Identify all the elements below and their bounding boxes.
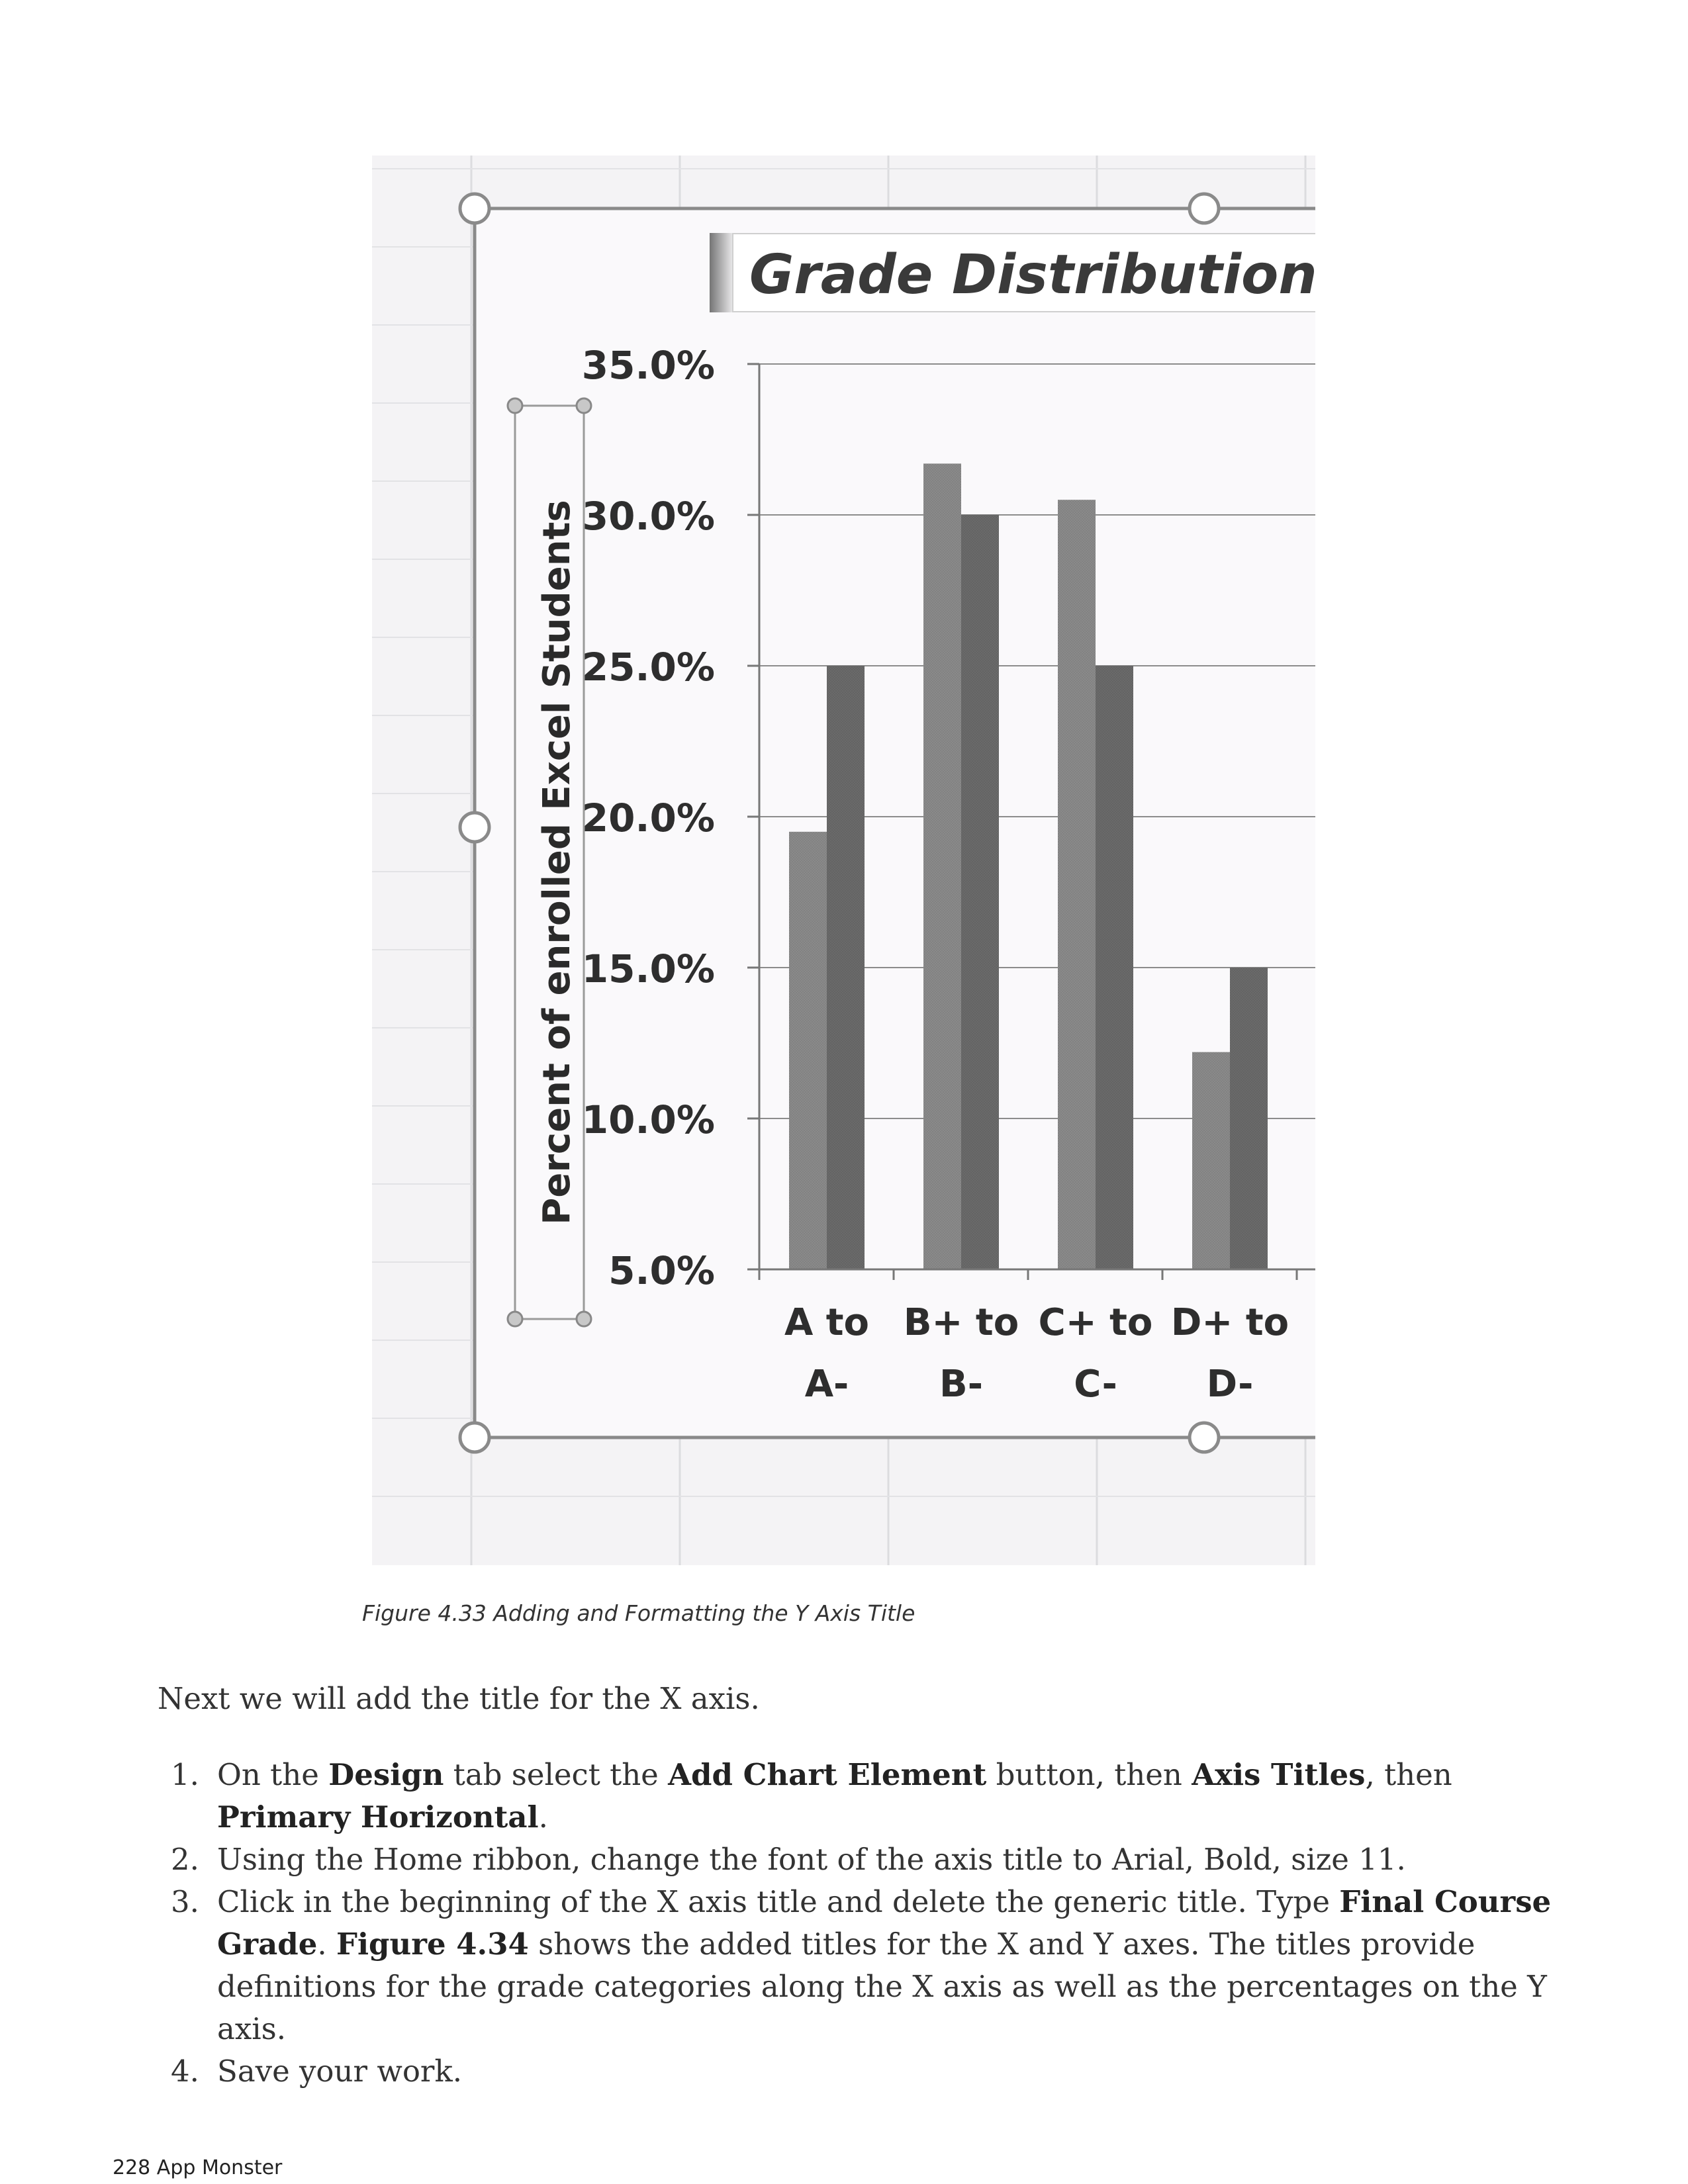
list-item: 2. Using the Home ribbon, change the font… xyxy=(158,1839,1568,1881)
x-tick-label: A- xyxy=(805,1363,849,1406)
bar-texture xyxy=(1192,1052,1230,1269)
bold-term: Axis Titles xyxy=(1192,1757,1366,1792)
x-tick-label: D+ to xyxy=(1171,1301,1289,1344)
y-axis-title: Percent of enrolled Excel Students xyxy=(536,500,579,1224)
chart-title: Grade Distribution C xyxy=(749,244,1315,306)
bold-term: Figure 4.34 xyxy=(336,1927,529,1962)
chart-handle-middle-left[interactable] xyxy=(458,811,491,844)
bold-term: Add Chart Element xyxy=(668,1757,987,1792)
text-run: tab select the xyxy=(444,1757,669,1792)
bar-texture xyxy=(1058,500,1096,1270)
chart-svg: Grade Distribution C 35.0% 30.0% 25.0% 20.0… xyxy=(372,156,1315,1565)
y-tick-label: 35.0% xyxy=(582,343,715,388)
chart-handle-top-middle[interactable] xyxy=(1188,192,1221,225)
chart-handle-top-left[interactable] xyxy=(458,192,491,225)
resize-handle-top-left[interactable] xyxy=(506,397,524,414)
list-item-number: 1. xyxy=(171,1757,199,1792)
y-tick-label: 10.0% xyxy=(582,1097,715,1142)
x-tick-label: C+ to xyxy=(1039,1301,1153,1344)
text-run: Click in the beginning of the X axis tit… xyxy=(217,1884,1340,1919)
y-tick-label: 5.0% xyxy=(608,1248,715,1293)
bold-term: Primary Horizontal xyxy=(217,1799,539,1835)
chart-handle-bottom-middle[interactable] xyxy=(1188,1421,1221,1454)
intro-paragraph: Next we will add the title for the X axi… xyxy=(158,1681,760,1716)
bar-texture xyxy=(1230,968,1268,1269)
text-run: button, then xyxy=(986,1757,1192,1792)
chart-screenshot: Grade Distribution C 35.0% 30.0% 25.0% 20.0… xyxy=(372,156,1315,1565)
x-tick-label: B+ to xyxy=(904,1301,1019,1344)
resize-handle-bottom-left[interactable] xyxy=(506,1310,524,1328)
bar-texture xyxy=(827,666,865,1269)
x-tick-labels: A to A- B+ to B- C+ to C- D+ to D- xyxy=(784,1301,1289,1406)
chart-title-box[interactable]: Grade Distribution C xyxy=(710,233,1315,312)
y-tick-label: 15.0% xyxy=(582,946,715,991)
list-item-number: 2. xyxy=(171,1842,199,1877)
y-tick-label: 30.0% xyxy=(582,494,715,539)
figure-caption: Figure 4.33 Adding and Formatting the Y … xyxy=(362,1600,915,1626)
text-run: Using the Home ribbon, change the font o… xyxy=(217,1842,1406,1877)
text-run: Save your work. xyxy=(217,2054,463,2089)
chart-area[interactable] xyxy=(473,206,1315,1439)
text-run: . xyxy=(317,1927,337,1962)
bold-term: Final Course Grade xyxy=(217,1884,1552,1962)
instruction-list: 1. On the Design tab select the Add Chart… xyxy=(158,1754,1568,2093)
x-tick-label: A to xyxy=(784,1301,869,1344)
bar-texture xyxy=(789,831,827,1269)
y-tick-label: 25.0% xyxy=(582,645,715,690)
bar-texture xyxy=(1096,666,1133,1269)
resize-handle-top-right[interactable] xyxy=(575,397,592,414)
y-axis-title-selected[interactable]: Percent of enrolled Excel Students xyxy=(506,397,592,1328)
list-item-number: 4. xyxy=(171,2054,199,2089)
bar-texture xyxy=(961,515,999,1269)
text-run: shows the added titles for the X and Y a… xyxy=(217,1927,1547,2046)
x-tick-label: C- xyxy=(1074,1363,1117,1406)
bold-term: Design xyxy=(328,1757,444,1792)
text-run: . xyxy=(538,1799,548,1835)
chart-handle-bottom-left[interactable] xyxy=(458,1421,491,1454)
resize-handle-bottom-right[interactable] xyxy=(575,1310,592,1328)
x-tick-label: D- xyxy=(1207,1363,1254,1406)
y-tick-labels: 35.0% 30.0% 25.0% 20.0% 15.0% 10.0% 5.0% xyxy=(582,343,715,1293)
y-tick-label: 20.0% xyxy=(582,796,715,841)
x-tick-label: B- xyxy=(939,1363,983,1406)
bars xyxy=(789,463,1268,1270)
text-run: On the xyxy=(217,1757,329,1792)
list-item: 4. Save your work. xyxy=(158,2050,1568,2093)
list-item: 1. On the Design tab select the Add Chart… xyxy=(158,1754,1568,1839)
axes xyxy=(758,364,1315,1280)
bar-texture xyxy=(923,463,961,1269)
page-footer: 228 App Monster xyxy=(113,2156,283,2179)
text-run: , then xyxy=(1365,1757,1452,1792)
list-item-number: 3. xyxy=(171,1884,199,1919)
list-item: 3. Click in the beginning of the X axis t… xyxy=(158,1881,1568,2050)
